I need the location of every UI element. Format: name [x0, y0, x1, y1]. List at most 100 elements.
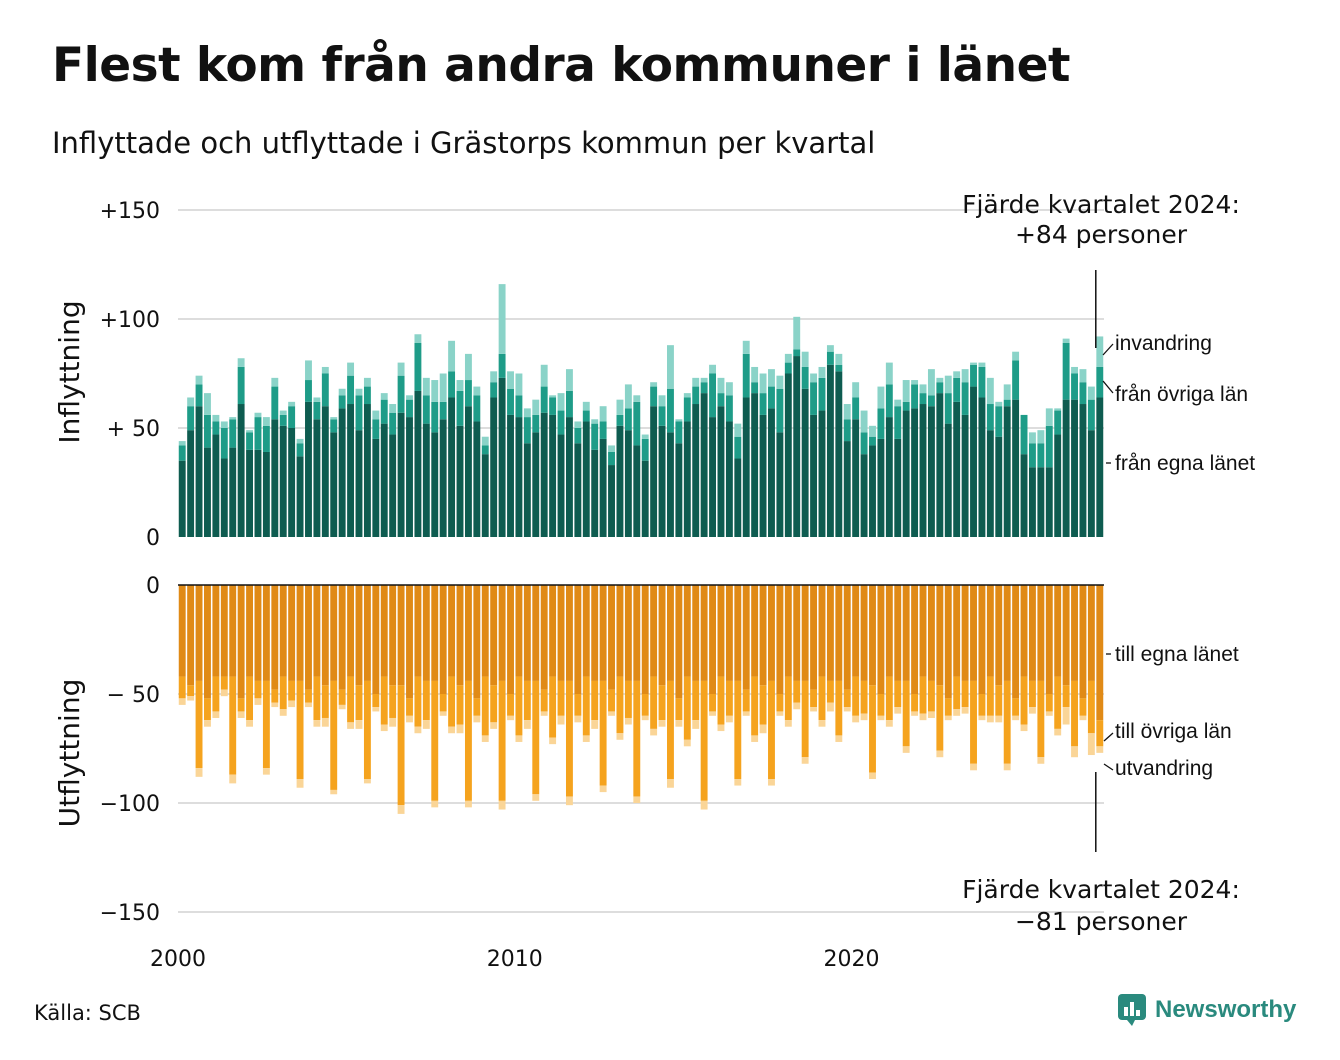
bar-in-segment — [927, 369, 935, 396]
brand-logo-icon — [1118, 994, 1146, 1026]
bar-out-segment — [464, 680, 472, 801]
bar-out-segment — [262, 585, 270, 681]
bar-in-segment — [658, 425, 666, 537]
bar-out-segment — [793, 680, 801, 703]
bar-in-segment — [1071, 366, 1078, 374]
bar-out-segment — [1045, 585, 1053, 694]
bar-in-segment — [986, 377, 994, 405]
bar-in-segment — [313, 401, 321, 420]
bar-out-segment — [633, 585, 641, 681]
bar-in-segment — [810, 382, 818, 415]
bar-in-segment — [448, 371, 456, 398]
annotation-top-line1: Fjärde kvartalet 2024: — [962, 190, 1240, 219]
y-tick-label: 0 — [146, 526, 160, 551]
bar-in-segment — [305, 360, 312, 381]
bar-out-segment — [860, 680, 868, 714]
bar-out-segment — [624, 585, 632, 681]
bar-in-segment — [650, 406, 658, 537]
bar-out-segment — [692, 680, 700, 721]
bar-in-segment — [262, 425, 270, 452]
bar-in-segment — [574, 443, 582, 537]
bar-in-segment — [591, 423, 599, 450]
bar-out-segment — [254, 585, 262, 681]
bar-out-segment — [1087, 680, 1095, 734]
bar-out-segment — [473, 715, 481, 723]
bar-out-segment — [717, 585, 725, 677]
bar-in-segment — [768, 386, 775, 409]
bar-in-segment — [490, 382, 498, 398]
bar-out-segment — [347, 676, 355, 723]
bar-out-segment — [776, 711, 784, 716]
bar-in-segment — [919, 393, 927, 405]
bar-in-segment — [582, 410, 590, 422]
bar-out-segment — [784, 585, 792, 677]
bar-out-segment — [961, 680, 969, 708]
bar-in-segment — [608, 445, 615, 452]
bar-in-segment — [885, 362, 893, 385]
bar-in-segment — [650, 386, 658, 407]
bar-in-segment — [363, 404, 371, 537]
x-tick-label: 2020 — [823, 947, 879, 972]
bar-in-segment — [953, 401, 961, 537]
bar-out-segment — [1028, 680, 1036, 708]
bar-out-segment — [187, 696, 195, 701]
bar-out-segment — [456, 685, 464, 725]
bar-out-segment — [675, 585, 683, 699]
bar-out-segment — [540, 711, 548, 716]
bar-out-segment — [246, 585, 253, 677]
bar-in-segment — [456, 390, 464, 426]
bar-out-segment — [759, 724, 767, 734]
bar-out-segment — [490, 585, 498, 686]
bar-out-segment — [288, 585, 296, 681]
bar-out-segment — [709, 711, 716, 716]
bar-in-segment — [709, 373, 716, 418]
bar-in-segment — [810, 373, 818, 383]
bar-out-segment — [1020, 676, 1028, 725]
bar-out-segment — [204, 720, 211, 727]
bar-in-segment — [380, 399, 388, 424]
bar-in-segment — [212, 414, 220, 422]
bar-out-segment — [734, 680, 742, 780]
bar-out-segment — [389, 585, 397, 686]
bar-in-segment — [498, 377, 506, 537]
bar-out-segment — [397, 585, 405, 686]
bar-out-segment — [978, 694, 986, 716]
bar-in-segment — [995, 401, 1003, 407]
bar-out-segment — [768, 680, 775, 780]
bar-out-segment — [995, 585, 1003, 686]
bar-in-segment — [751, 382, 759, 394]
bar-out-segment — [1003, 763, 1011, 771]
bar-in-segment — [515, 373, 523, 396]
bar-out-segment — [347, 585, 355, 677]
bar-in-segment — [288, 406, 296, 428]
bar-in-segment — [725, 421, 733, 537]
bar-in-segment — [220, 458, 228, 537]
bar-out-segment — [1096, 720, 1104, 747]
bar-out-segment — [725, 585, 733, 681]
bar-out-segment — [321, 717, 329, 727]
bar-in-segment — [254, 449, 262, 537]
bar-out-segment — [515, 735, 523, 742]
bar-in-segment — [212, 421, 220, 435]
bar-out-segment — [599, 585, 607, 681]
bar-in-segment — [1028, 432, 1036, 444]
bar-out-segment — [877, 694, 885, 716]
bar-in-segment — [565, 417, 573, 537]
y-tick-label: − 50 — [107, 683, 160, 708]
bar-in-segment — [995, 436, 1003, 537]
bar-out-segment — [919, 585, 927, 677]
y-tick-label: +150 — [100, 199, 160, 224]
bar-in-segment — [431, 432, 439, 537]
bar-in-segment — [557, 410, 565, 435]
bar-in-segment — [675, 421, 683, 444]
bar-in-segment — [683, 421, 691, 537]
bar-out-segment — [885, 720, 893, 727]
bar-in-segment — [1062, 342, 1070, 400]
bar-in-segment — [667, 388, 674, 433]
bar-out-segment — [709, 694, 716, 712]
bar-out-segment — [759, 685, 767, 725]
bar-out-segment — [380, 676, 388, 725]
bar-out-segment — [246, 720, 253, 727]
bar-out-segment — [338, 704, 346, 710]
bar-in-segment — [986, 404, 994, 431]
